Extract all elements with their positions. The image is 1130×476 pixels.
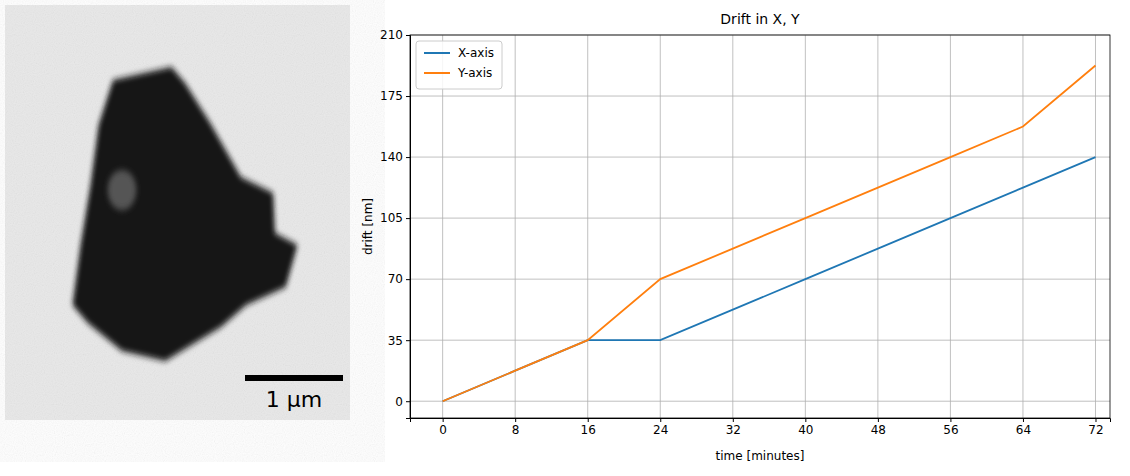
scale-bar — [245, 375, 343, 381]
y-axis: 0 35 70 105 140 175 210 — [380, 28, 410, 418]
grid-line-x — [1095, 35, 1096, 418]
grid-line-y — [410, 340, 1110, 341]
y-tick: 210 — [380, 28, 410, 42]
x-tick-label: 40 — [798, 423, 813, 437]
y-tick-label: 105 — [380, 211, 403, 225]
x-tick-mark — [878, 418, 879, 422]
x-tick: 56 — [943, 418, 958, 437]
y-axis-title: drift [nm] — [361, 198, 375, 255]
x-tick-mark — [588, 418, 589, 422]
particle — [73, 67, 298, 361]
micrograph-background — [5, 5, 350, 420]
grid-line-y — [410, 218, 1110, 219]
y-tick: 105 — [380, 211, 410, 225]
legend-swatch — [424, 52, 450, 54]
x-tick: 0 — [439, 418, 447, 437]
chart-title: Drift in X, Y — [720, 11, 800, 27]
grid-line-x — [805, 35, 806, 418]
grid — [410, 35, 1110, 418]
y-tick-mark — [406, 340, 410, 341]
x-tick-label: 0 — [439, 423, 447, 437]
x-tick-mark — [660, 418, 661, 422]
x-tick-mark — [733, 418, 734, 422]
x-tick-mark — [950, 418, 951, 422]
series-line — [443, 66, 1096, 402]
y-tick: 175 — [380, 89, 410, 103]
x-tick-label: 32 — [726, 423, 741, 437]
grid-line-x — [515, 35, 516, 418]
y-tick-mark — [406, 35, 410, 36]
y-tick-label: 210 — [380, 28, 403, 42]
scale-bar-label: 1 µm — [266, 387, 322, 412]
x-tick: 40 — [798, 418, 813, 437]
legend-label: X-axis — [458, 46, 494, 60]
y-tick-mark — [406, 401, 410, 402]
x-axis: 0 8 16 24 32 40 48 56 64 72 — [411, 418, 1111, 437]
chart: 0 8 16 24 32 40 48 56 64 72 0 35 70 105 140 175 210 Drift… — [361, 11, 1111, 463]
canvas: 1 µm 0 8 16 24 32 40 48 56 64 72 0 35 70 105 140 175 210 D… — [0, 0, 1130, 476]
grid-line-x — [587, 35, 588, 418]
x-tick-mark — [443, 418, 444, 422]
grid-line-x — [950, 35, 951, 418]
x-tick: 24 — [653, 418, 668, 437]
plot-area — [443, 66, 1096, 402]
y-tick-label: 70 — [388, 272, 403, 286]
grid-line-x — [660, 35, 661, 418]
x-tick-label: 48 — [871, 423, 886, 437]
grid-line-y — [410, 279, 1110, 280]
x-tick-mark — [1023, 418, 1024, 422]
y-tick: 140 — [380, 150, 410, 164]
grid-line-y — [410, 401, 1110, 402]
grid-line-x — [442, 35, 443, 418]
y-tick-mark — [406, 157, 410, 158]
grid-line-y — [410, 157, 1110, 158]
y-tick-mark — [406, 218, 410, 219]
x-axis-line — [411, 419, 1111, 423]
legend: X-axis Y-axis — [416, 41, 502, 89]
y-tick-label: 140 — [380, 150, 403, 164]
particle-spot — [108, 170, 137, 210]
x-tick: 48 — [871, 418, 886, 437]
y-tick-mark — [406, 279, 410, 280]
x-tick-label: 8 — [512, 423, 520, 437]
x-tick-label: 24 — [653, 423, 668, 437]
x-tick-label: 56 — [943, 423, 958, 437]
x-tick: 72 — [1088, 418, 1103, 437]
grid-line-x — [877, 35, 878, 418]
x-tick: 16 — [581, 418, 596, 437]
grid-line-x — [1022, 35, 1023, 418]
grid-line-x — [732, 35, 733, 418]
micrograph: 1 µm — [5, 5, 350, 420]
x-tick-label: 72 — [1088, 423, 1103, 437]
y-tick-mark — [406, 96, 410, 97]
x-tick-label: 64 — [1016, 423, 1031, 437]
x-tick-mark — [515, 418, 516, 422]
y-tick-label: 0 — [395, 395, 403, 409]
y-tick-label: 175 — [380, 89, 403, 103]
y-tick-label: 35 — [388, 334, 403, 348]
particle-shape — [73, 67, 298, 361]
x-tick: 8 — [512, 418, 520, 437]
legend-box — [416, 41, 502, 89]
micrograph-noise — [5, 5, 350, 420]
legend-label: Y-axis — [457, 66, 492, 80]
x-tick: 64 — [1016, 418, 1031, 437]
x-tick: 32 — [726, 418, 741, 437]
grid-line-y — [410, 96, 1110, 97]
y-tick: 0 — [395, 395, 410, 409]
series-line — [443, 157, 1096, 401]
x-tick-label: 16 — [581, 423, 596, 437]
y-tick: 35 — [388, 334, 410, 348]
x-tick-mark — [805, 418, 806, 422]
legend-swatch — [424, 72, 450, 74]
plot-frame — [410, 35, 1110, 418]
y-tick: 70 — [388, 272, 410, 286]
x-axis-title: time [minutes] — [716, 449, 805, 463]
x-tick-mark — [1095, 418, 1096, 422]
